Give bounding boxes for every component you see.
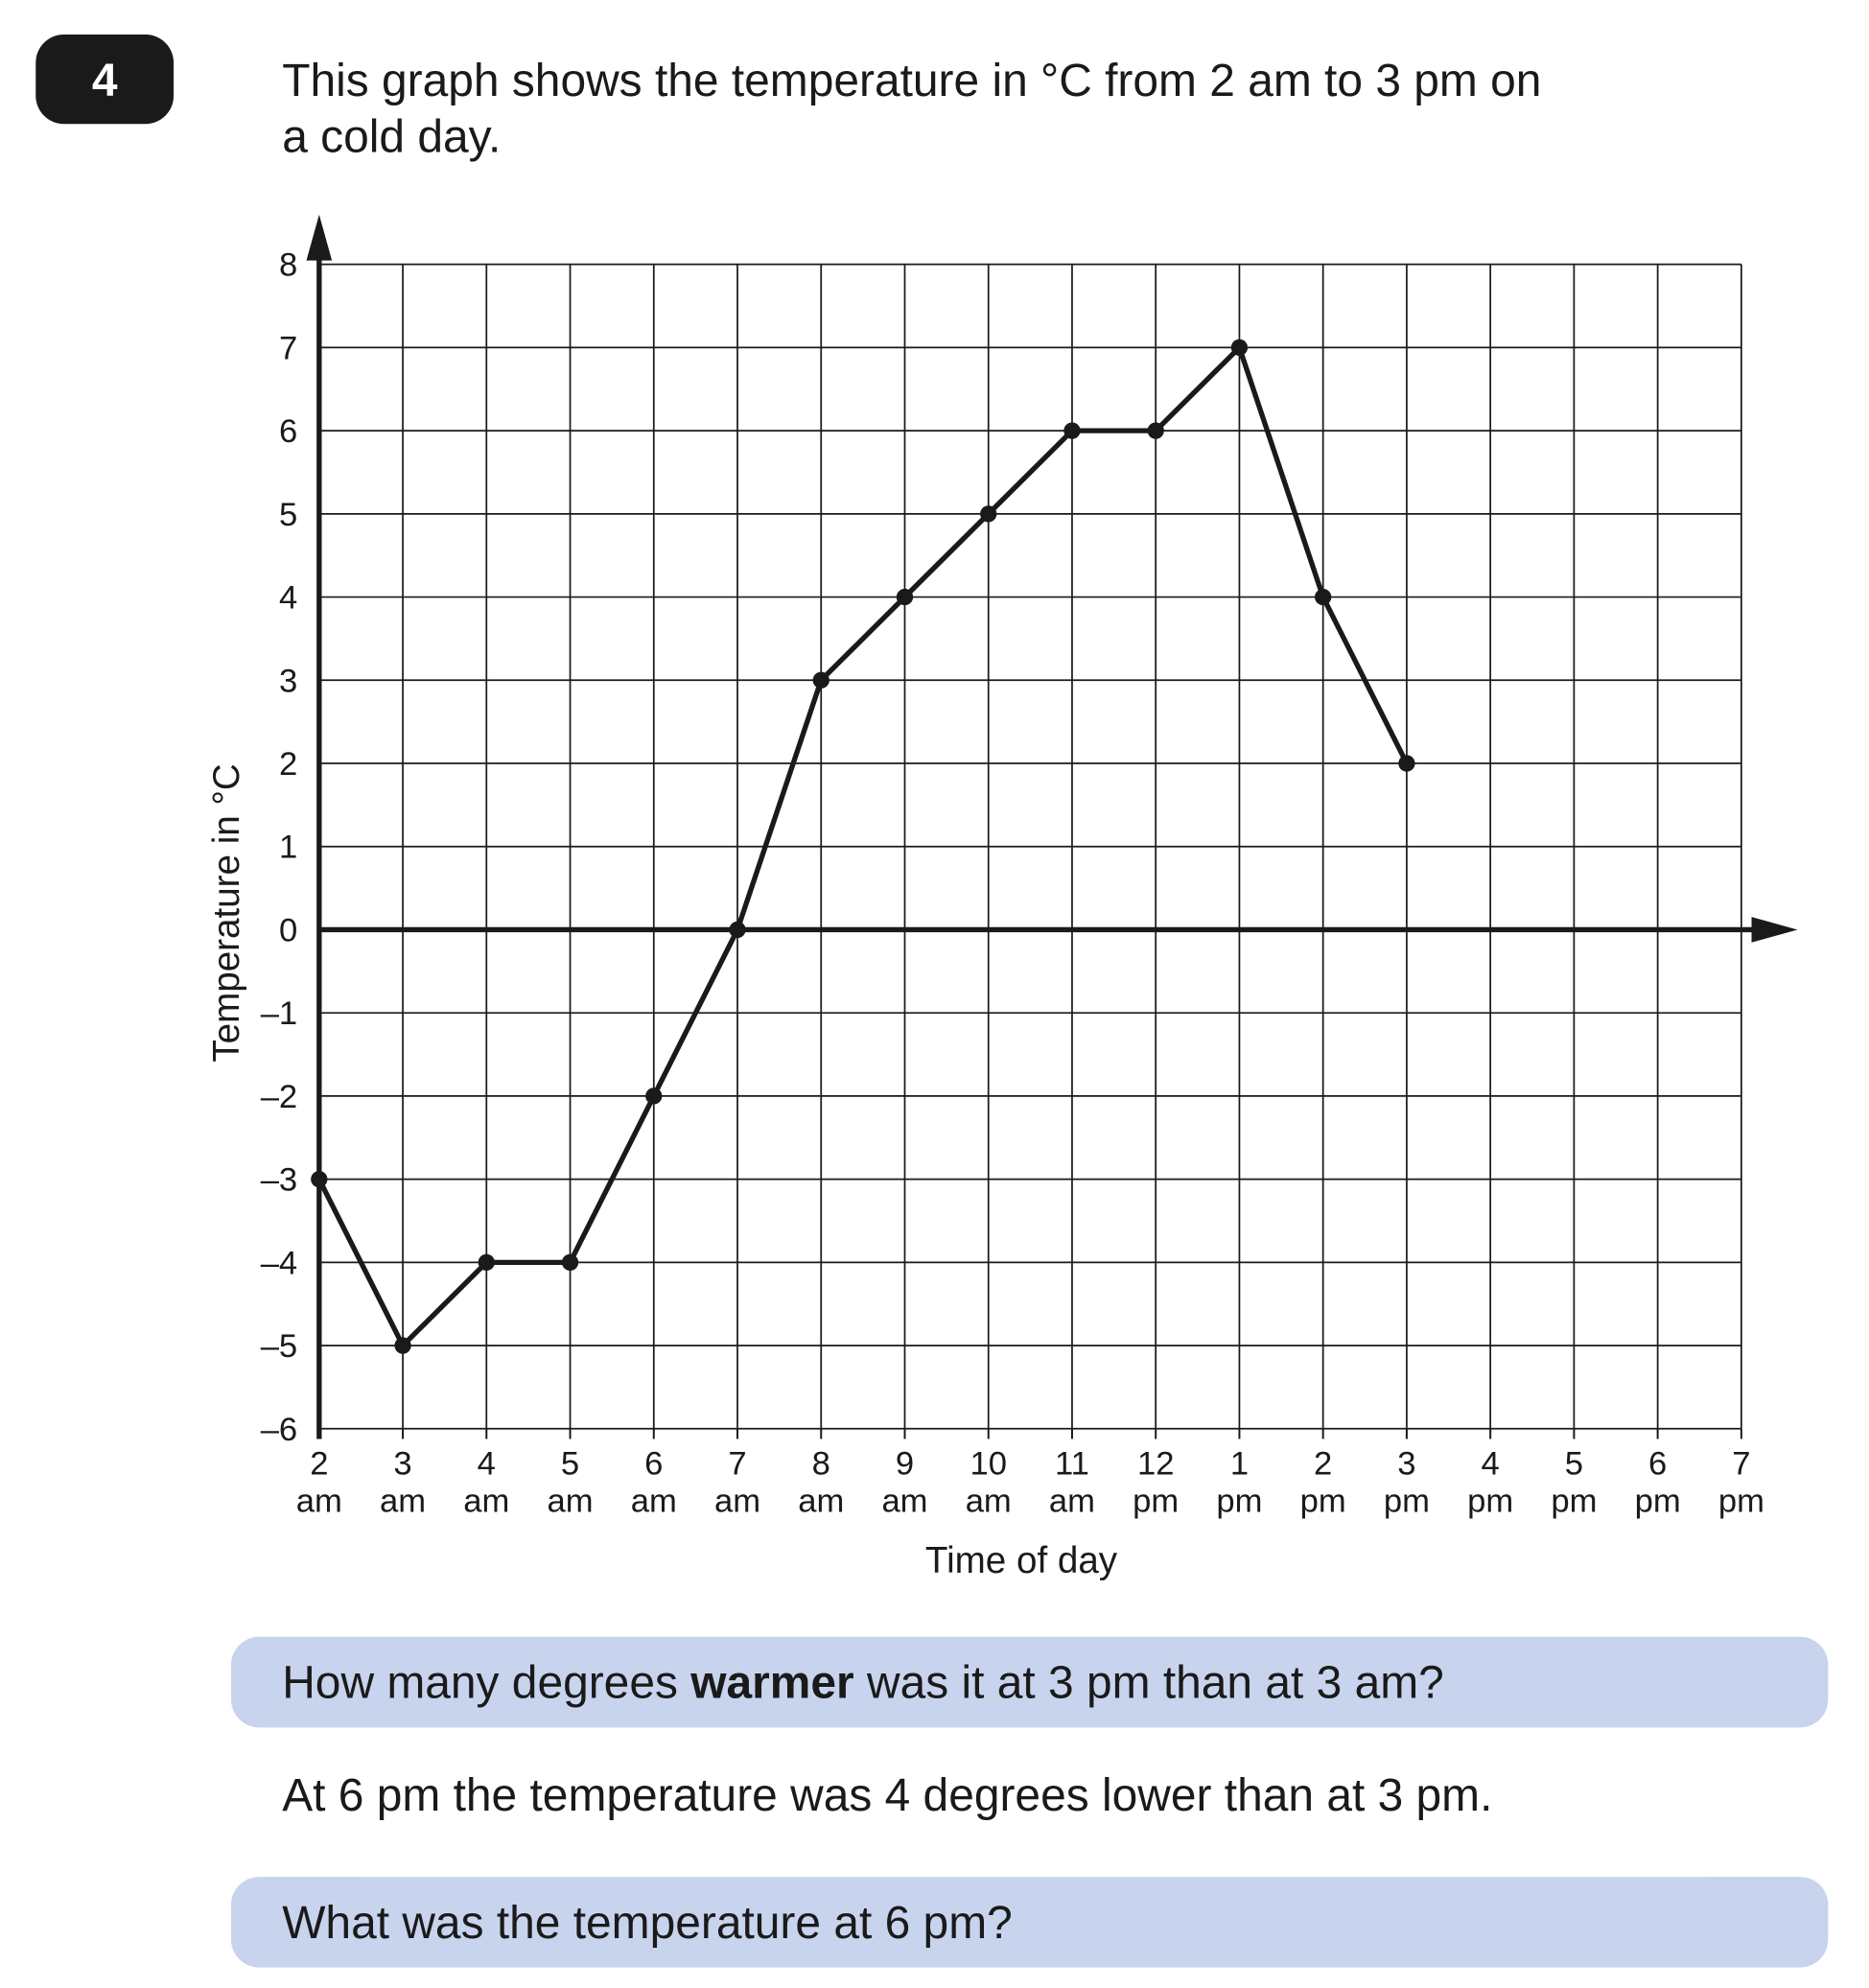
question-badge <box>35 35 175 125</box>
point <box>896 588 914 606</box>
y-tick-label: –4 <box>261 1245 298 1281</box>
y-tick-label: 3 <box>279 663 297 699</box>
y-tick-label: 4 <box>279 580 297 617</box>
x-tick-label: 12 pm <box>1133 1446 1179 1520</box>
x-tick-label: 2 am <box>296 1446 342 1520</box>
x-tick-label: 6 pm <box>1635 1446 1681 1520</box>
point <box>1147 422 1164 439</box>
x-tick-label: 5 pm <box>1551 1446 1597 1520</box>
y-tick-label: –1 <box>261 995 298 1032</box>
x-axis-label: Time of day <box>925 1540 1118 1581</box>
point <box>812 671 829 689</box>
x-tick-label: 4 am <box>463 1446 509 1520</box>
question-box <box>230 1636 1829 1728</box>
x-tick-label: 11 am <box>1049 1446 1095 1520</box>
y-tick-label: –3 <box>261 1162 298 1199</box>
x-tick-label: 5 am <box>547 1446 593 1520</box>
point <box>394 1337 411 1354</box>
y-tick-label: –2 <box>261 1079 298 1115</box>
x-tick-label: 6 am <box>631 1446 677 1520</box>
question-b: What was the temperature at 6 pm? <box>282 1898 1013 1949</box>
point <box>478 1253 495 1272</box>
y-axis-arrow <box>306 214 333 261</box>
question-a: How many degrees warmer was it at 3 pm t… <box>282 1658 1444 1709</box>
emphasis: warmer <box>689 1658 853 1709</box>
x-tick-label: 1 pm <box>1216 1446 1262 1520</box>
x-tick-label: 7 pm <box>1718 1446 1764 1520</box>
x-tick-label: 9 am <box>881 1446 927 1520</box>
point <box>1230 339 1249 357</box>
statement: At 6 pm the temperature was 4 degrees lo… <box>282 1770 1492 1821</box>
x-axis-arrow <box>1751 917 1798 943</box>
line <box>316 344 1410 1348</box>
x-tick-label: 7 am <box>714 1446 760 1520</box>
y-tick-label: –5 <box>261 1328 298 1365</box>
text: How many degrees <box>282 1658 690 1709</box>
intro-line: This graph shows the temperature in °C f… <box>282 56 1541 106</box>
y-tick-label: 2 <box>279 746 297 783</box>
y-tick-label: 7 <box>279 330 297 366</box>
x-tick-label: 3 am <box>380 1446 426 1520</box>
point <box>1063 422 1081 439</box>
intro-line: a cold day. <box>282 112 501 163</box>
question-box <box>230 1877 1829 1968</box>
y-tick-label: 6 <box>279 413 297 450</box>
y-tick-label: –6 <box>261 1412 298 1448</box>
y-tick-label: 5 <box>279 497 297 533</box>
point <box>311 1170 328 1188</box>
x-tick-label: 8 am <box>798 1446 844 1520</box>
y-tick-label: 1 <box>279 830 297 866</box>
point <box>561 1253 579 1272</box>
point <box>1398 755 1415 772</box>
x-tick-label: 10 am <box>966 1446 1012 1520</box>
point <box>1315 588 1332 606</box>
y-axis-label: Temperature in °C <box>206 763 247 1062</box>
point <box>645 1088 663 1105</box>
point <box>729 921 746 939</box>
x-tick-label: 4 pm <box>1467 1446 1513 1520</box>
x-tick-label: 2 pm <box>1300 1446 1346 1520</box>
y-tick-label: 8 <box>279 247 297 284</box>
y-tick-label: 0 <box>279 912 297 948</box>
question-number: 4 <box>92 56 118 106</box>
point <box>980 505 997 523</box>
text: was it at 3 pm than at 3 am? <box>854 1658 1444 1709</box>
x-tick-label: 3 pm <box>1384 1446 1430 1520</box>
